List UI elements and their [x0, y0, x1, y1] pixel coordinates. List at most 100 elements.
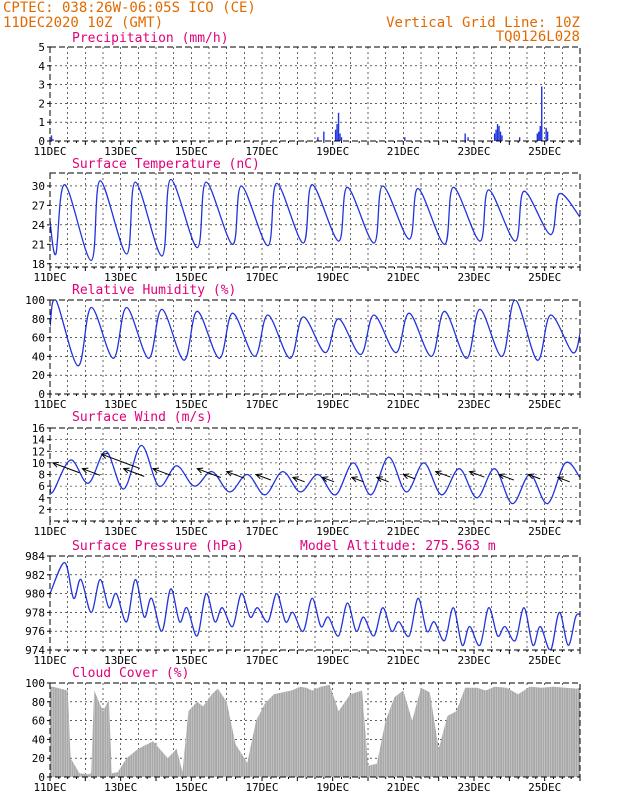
grid-rh: 0 20 40 60 80 100 11DEC 13DEC 15DEC 17DEC 19DEC 21D…	[25, 294, 581, 411]
precip-bar	[323, 131, 325, 141]
cloud-cover-area	[50, 684, 580, 777]
x-tick-label: 21DEC	[387, 398, 420, 411]
precip-bar	[498, 125, 500, 141]
wind-arrow-head	[527, 473, 535, 480]
x-tick-label: 15DEC	[175, 781, 208, 794]
precip-bar	[518, 137, 521, 141]
panel-frame-precip	[49, 46, 581, 142]
x-tick-label: 23DEC	[457, 525, 490, 538]
y-tick-label: 2	[38, 503, 45, 516]
wind-arrow-head	[497, 473, 506, 480]
x-tick-label: 13DEC	[104, 654, 137, 667]
y-tick-label: 100	[25, 677, 45, 690]
wind-arrow-shaft	[152, 468, 171, 476]
y-tick-label: 0	[38, 135, 45, 148]
wind-arrow	[497, 473, 514, 481]
wind-arrow-shaft	[101, 453, 140, 469]
wind-arrow-shaft	[52, 462, 80, 474]
x-tick-label: 23DEC	[457, 781, 490, 794]
y-tick-label: 0	[38, 388, 45, 401]
precip-bar	[317, 137, 319, 141]
wind-arrow	[81, 467, 101, 476]
y-tick-label: 2	[38, 97, 45, 110]
wind-arrow	[527, 473, 541, 480]
precip-bar	[404, 137, 406, 141]
wind-arrow-shaft	[197, 468, 221, 478]
y-tick-label: 10	[32, 457, 45, 470]
precip-bar	[336, 124, 338, 141]
x-tick-label: 17DEC	[245, 654, 278, 667]
wind-arrow-head	[556, 476, 564, 483]
series-cloud	[50, 684, 580, 777]
series-precip	[50, 86, 549, 141]
panel-rh: 0 20 40 60 80 100 11DEC 13DEC 15DEC 17DEC 19DEC 21D…	[25, 294, 581, 411]
wind-arrow	[321, 476, 335, 483]
y-tick-label: 984	[25, 550, 45, 563]
panel-temp: 18 21 24 27 30 11DEC 13DEC 15DEC 17DEC 19DEC 21DEC…	[32, 172, 581, 284]
y-tick-label: 100	[25, 294, 45, 307]
wind-arrow-shaft	[82, 468, 101, 476]
wind-arrow-shaft	[376, 476, 389, 483]
precip-bar	[536, 133, 539, 141]
x-tick-label: 13DEC	[104, 398, 137, 411]
wind-arrow-head	[51, 461, 59, 468]
x-tick-label: 17DEC	[245, 145, 278, 158]
precip-bar	[334, 129, 337, 141]
wind-arrow-head	[81, 467, 89, 474]
panel-precip: 0 1 2 3 4 5 11DEC 13DEC 15DEC 17DEC 19DEC 21DEC 23DE…	[33, 41, 581, 158]
y-tick-label: 982	[25, 569, 45, 582]
wind-arrow	[402, 473, 416, 480]
wind-arrow	[122, 467, 145, 477]
wind-arrow-head	[255, 473, 263, 480]
x-tick-label: 11DEC	[33, 781, 66, 794]
y-tick-label: 30	[32, 180, 45, 193]
wind-arrow-head	[225, 470, 233, 477]
x-tick-label: 17DEC	[245, 271, 278, 284]
wind-arrow-head	[321, 476, 329, 483]
precip-bar	[496, 124, 499, 141]
x-tick-label: 11DEC	[33, 398, 66, 411]
x-tick-label: 15DEC	[175, 145, 208, 158]
station-info: CPTEC: 038:26W-06:05S ICO (CE)	[3, 0, 256, 16]
x-tick-label: 19DEC	[316, 398, 349, 411]
y-tick-label: 3	[38, 79, 45, 92]
precip-bar	[340, 137, 343, 141]
wind-arrow	[196, 467, 221, 478]
x-tick-label: 25DEC	[528, 398, 561, 411]
y-tick-label: 1	[38, 116, 45, 129]
panel-title-pressure: Surface Pressure (hPa)	[72, 539, 244, 554]
rh-line	[50, 300, 580, 367]
forecast-datetime: 11DEC2020 10Z (GMT)	[3, 15, 163, 31]
wind-arrow-head	[122, 467, 130, 474]
y-tick-label: 14	[32, 434, 46, 447]
wind-arrow	[100, 453, 140, 469]
y-tick-label: 20	[32, 369, 45, 382]
x-tick-label: 25DEC	[528, 145, 561, 158]
wind-arrow	[51, 461, 80, 474]
wind-arrow-shaft	[322, 476, 335, 483]
wind-arrow-shaft	[557, 476, 570, 483]
y-tick-label: 27	[32, 199, 45, 212]
y-tick-label: 16	[32, 422, 45, 435]
y-tick-label: 976	[25, 625, 45, 638]
wind-arrow	[434, 470, 451, 478]
y-tick-label: 6	[38, 480, 45, 493]
precip-bar	[495, 129, 497, 141]
wind-arrow-shaft	[435, 471, 451, 478]
x-tick-label: 15DEC	[175, 654, 208, 667]
precip-bar	[541, 86, 543, 141]
x-tick-label: 11DEC	[33, 271, 66, 284]
model-altitude-label: Model Altitude: 275.563 m	[300, 539, 496, 554]
x-tick-label: 23DEC	[457, 145, 490, 158]
x-tick-label: 11DEC	[33, 654, 66, 667]
x-tick-label: 21DEC	[387, 525, 420, 538]
x-tick-label: 21DEC	[387, 271, 420, 284]
x-tick-label: 23DEC	[457, 654, 490, 667]
x-tick-label: 11DEC	[33, 145, 66, 158]
precip-bar	[467, 137, 469, 141]
panel-frame-rh	[49, 299, 581, 395]
precip-bar	[464, 133, 466, 141]
y-tick-label: 5	[38, 41, 45, 54]
wind-arrow	[350, 476, 364, 483]
